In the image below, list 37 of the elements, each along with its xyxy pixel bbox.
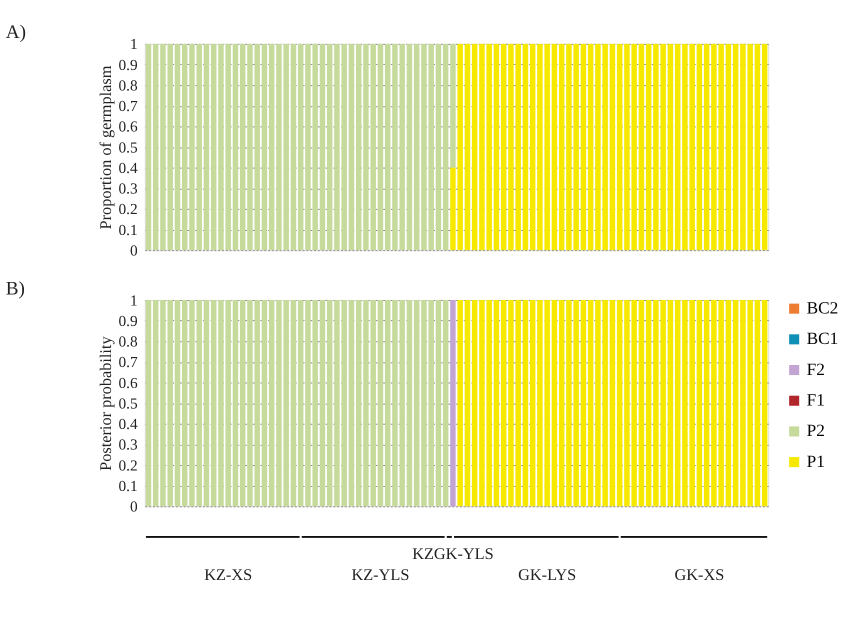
y-tick-label: 0.7 [118, 98, 138, 116]
y-tick-label: 0.3 [118, 436, 138, 454]
y-tick-label: 0.3 [118, 180, 138, 198]
y-tick-label: 0.2 [118, 201, 138, 218]
legend-label: P2 [806, 421, 825, 440]
y-tick-label: 0.2 [118, 457, 138, 474]
legend-label: P1 [806, 452, 825, 471]
y-tick-label: 0.6 [118, 118, 138, 136]
legend-label: BC2 [806, 298, 838, 318]
x-tick-label: GK-LYS [518, 565, 576, 584]
chart-title: B) [6, 278, 25, 300]
y-tick-label: 0.6 [118, 374, 138, 392]
y-tick-label: 0 [130, 242, 138, 260]
legend-label: F1 [806, 390, 825, 410]
y-tick-label: 1 [130, 292, 138, 310]
x-tick-label: KZ-YLS [351, 565, 410, 584]
y-tick-label: 0 [130, 498, 138, 516]
y-tick-label: 0.5 [118, 395, 138, 412]
y-tick-label: 0.9 [118, 56, 138, 74]
legend-label: BC1 [806, 329, 838, 348]
y-tick-label: 0.8 [118, 77, 138, 94]
y-axis-title: Posterior probability [96, 336, 115, 471]
x-tick-label: GK-XS [674, 565, 724, 584]
y-tick-label: 0.1 [118, 222, 138, 239]
y-tick-label: 0.1 [118, 478, 138, 495]
chart-title: A) [6, 22, 26, 44]
y-tick-label: 1 [130, 36, 138, 54]
y-tick-label: 0.9 [118, 312, 138, 330]
x-tick-label: KZ-XS [204, 565, 252, 584]
y-tick-label: 0.7 [118, 354, 138, 372]
y-tick-label: 0.5 [118, 139, 138, 156]
y-tick-label: 0.8 [118, 334, 138, 351]
y-tick-label: 0.4 [118, 160, 138, 177]
legend-label: F2 [806, 360, 825, 379]
y-axis-title: Proportion of germplasm [96, 65, 115, 230]
y-tick-label: 0.4 [118, 416, 138, 434]
x-tick-label: KZGK-YLS [412, 544, 494, 563]
